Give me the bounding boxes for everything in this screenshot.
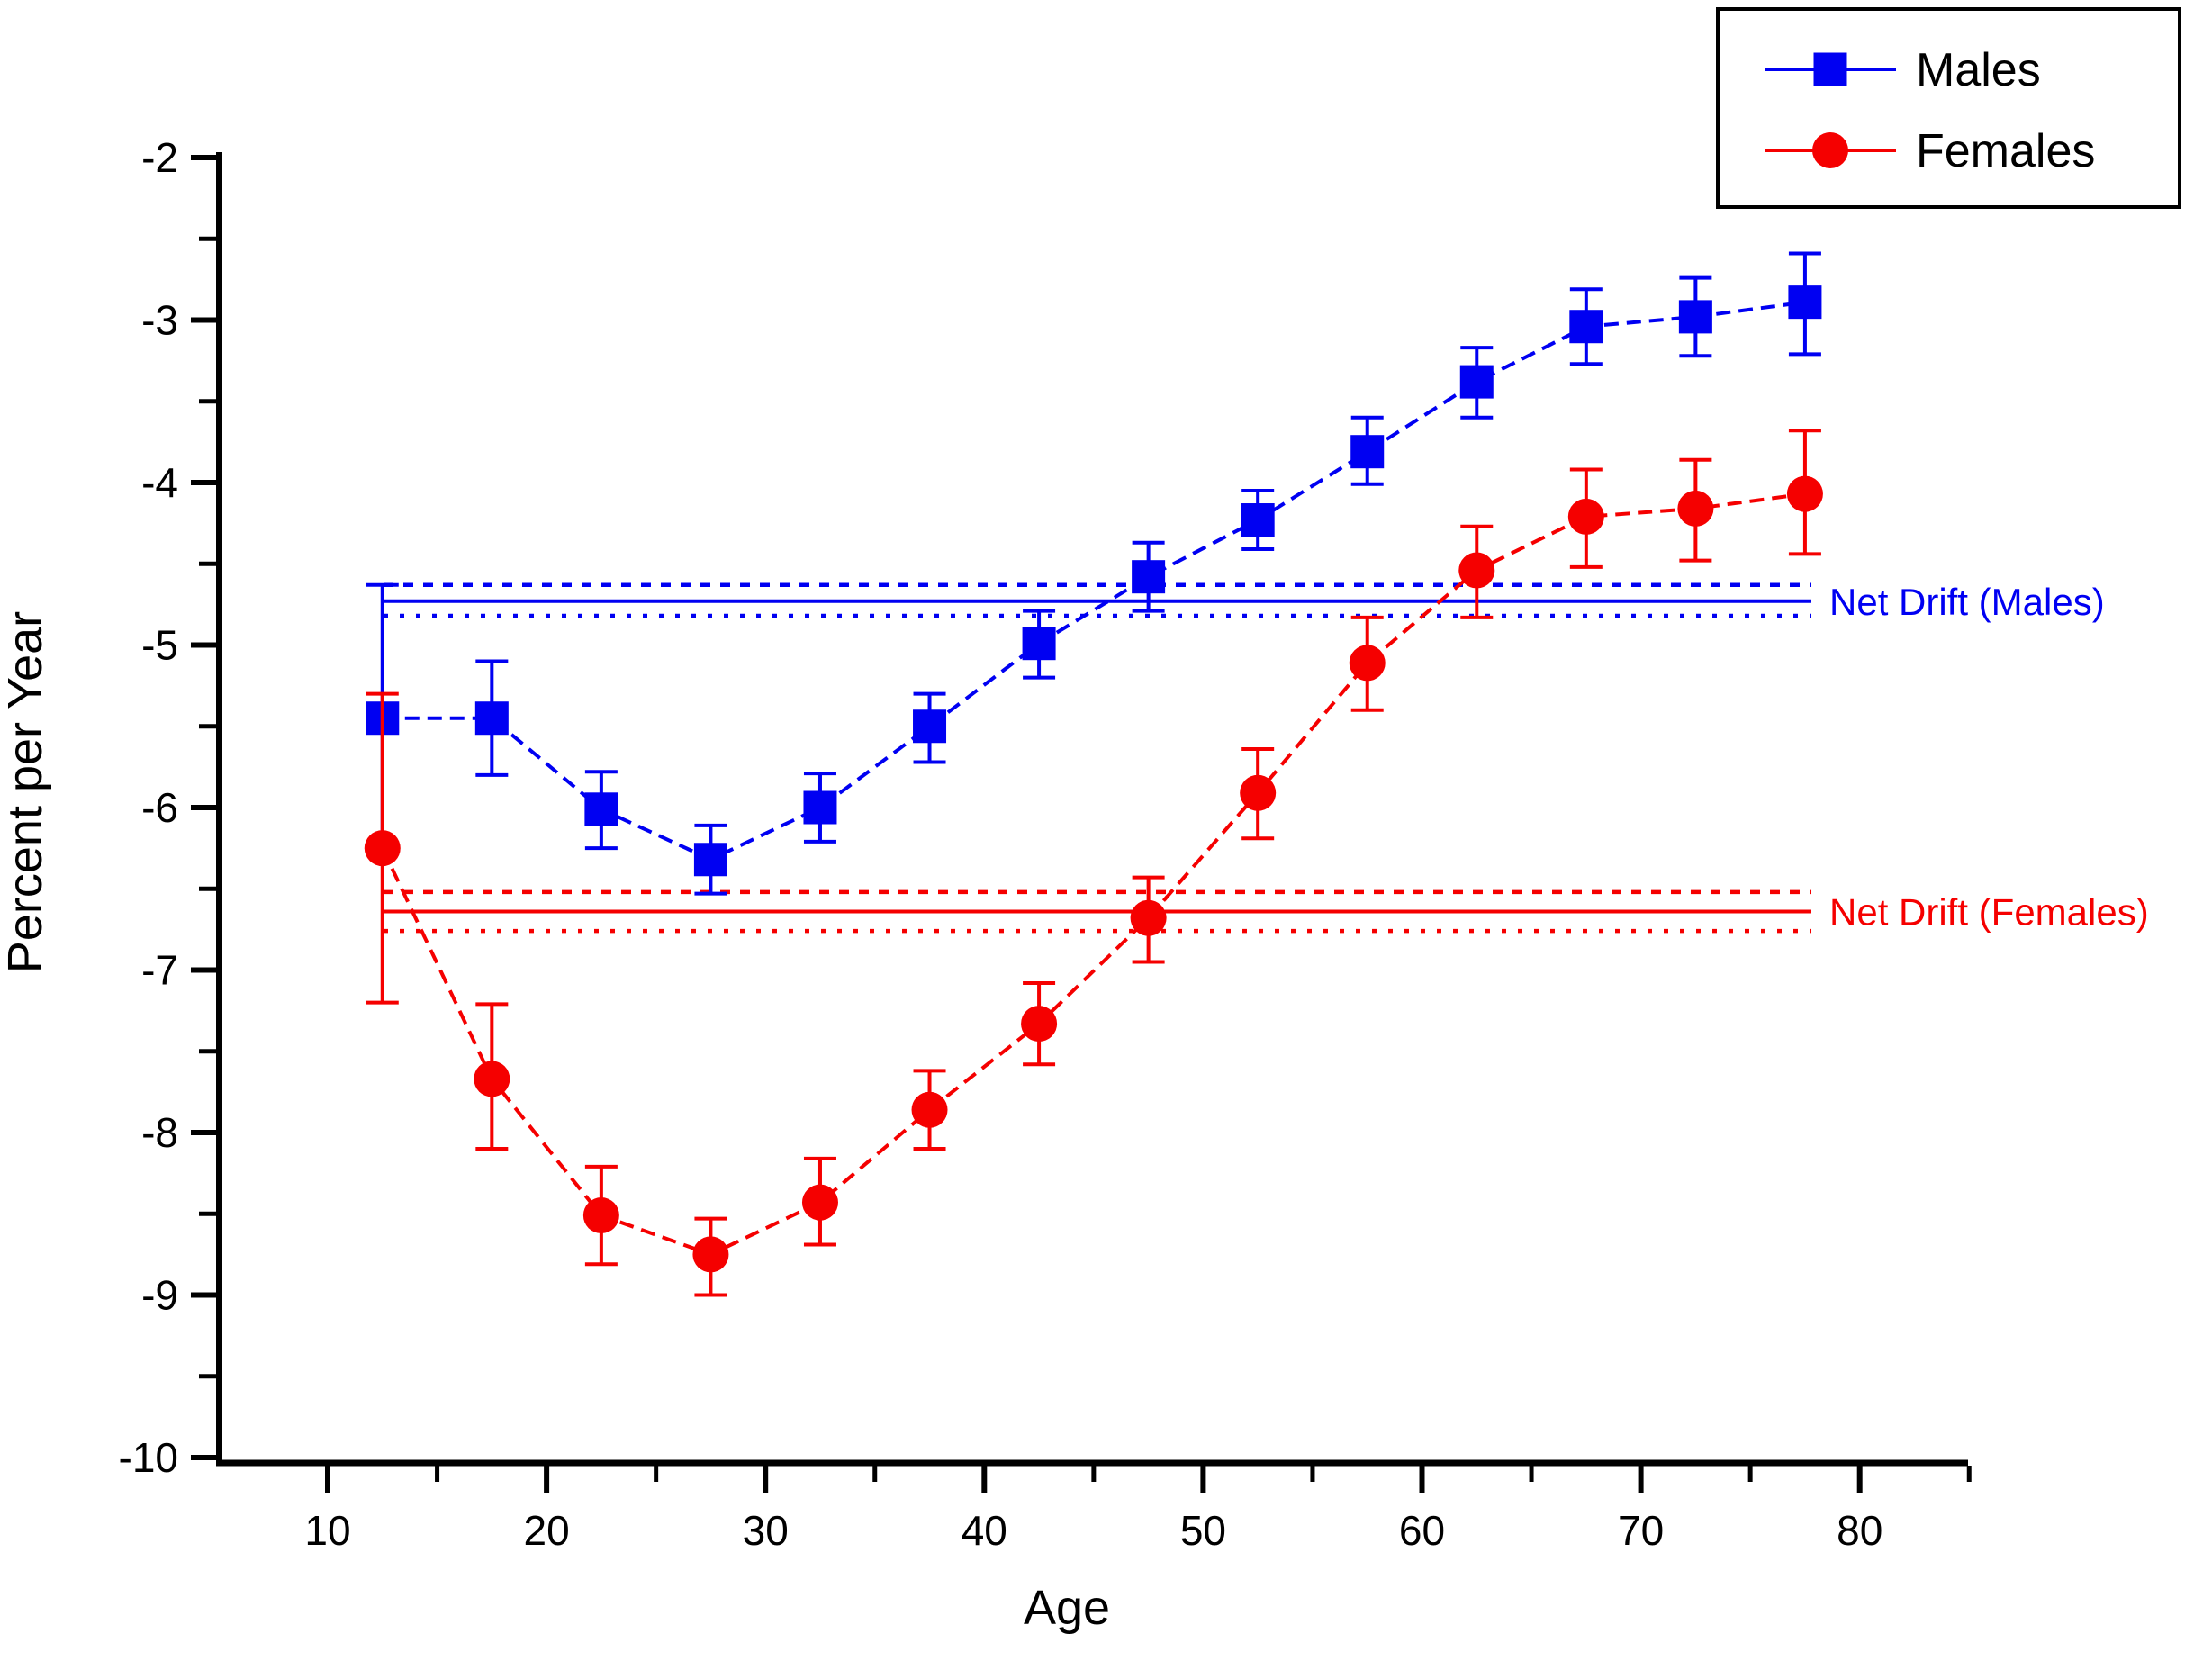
- females-legend-marker-circle: [1812, 132, 1848, 168]
- females-marker-circle: [1021, 1006, 1058, 1043]
- legend-item-males: Males: [1765, 44, 2041, 96]
- females-marker-circle: [364, 830, 401, 867]
- males-marker-square: [1788, 285, 1822, 320]
- x-tick-label: 80: [1837, 1507, 1882, 1554]
- y-tick-label: -6: [141, 784, 178, 831]
- females-marker-circle: [1786, 475, 1823, 512]
- females-marker-circle: [801, 1184, 838, 1221]
- x-tick-label: 40: [962, 1507, 1007, 1554]
- x-tick-label: 50: [1180, 1507, 1226, 1554]
- females-line: [380, 492, 1806, 1257]
- females-legend-label: Females: [1916, 125, 2095, 177]
- legend: Males Females: [1716, 7, 2181, 209]
- legend-box: [1716, 7, 2181, 209]
- females-marker-circle: [1458, 552, 1495, 589]
- females-marker-circle: [1567, 498, 1604, 535]
- axis-ticks: [191, 155, 1972, 1493]
- legend-item-females: Females: [1765, 125, 2095, 177]
- axes: [216, 152, 1968, 1467]
- x-tick-label: 30: [743, 1507, 789, 1554]
- males-legend-label: Males: [1916, 44, 2041, 96]
- y-axis-title: Percent per Year: [0, 611, 52, 973]
- y-tick-label: -3: [141, 297, 178, 344]
- males-marker-square: [913, 709, 947, 744]
- y-tick-label: -4: [141, 459, 178, 506]
- y-tick-label: -10: [119, 1434, 178, 1481]
- males-marker-square: [803, 790, 837, 825]
- males-legend-marker-square: [1813, 52, 1847, 86]
- females-marker-circle: [692, 1236, 729, 1273]
- males-marker-square: [1022, 627, 1056, 661]
- males-marker-square: [474, 701, 509, 736]
- series-males: [366, 251, 1822, 896]
- y-tick-label: -7: [141, 947, 178, 994]
- netdrift-females: Net Drift (Females): [384, 889, 2149, 934]
- y-tick-label: -2: [141, 134, 178, 181]
- x-tick-label: 10: [304, 1507, 350, 1554]
- males-marker-square: [1132, 560, 1166, 594]
- axis-tick-labels: -2 -3 -4 -5 -6 -7 -8 -9 -10 10 20 30 40 50 60 70 80: [119, 134, 1883, 1554]
- males-marker-square: [1678, 300, 1712, 334]
- x-tick-label: 20: [524, 1507, 570, 1554]
- females-marker-circle: [582, 1197, 619, 1234]
- females-marker-circle: [474, 1061, 510, 1097]
- y-tick-label: -5: [141, 622, 178, 669]
- females-marker-circle: [911, 1091, 948, 1128]
- males-marker-square: [693, 843, 727, 877]
- y-tick-label: -9: [141, 1272, 178, 1319]
- x-axis-title: Age: [1024, 1581, 1110, 1635]
- y-tick-label: -8: [141, 1109, 178, 1156]
- males-marker-square: [1350, 435, 1385, 469]
- males-marker-square: [1459, 365, 1494, 399]
- x-tick-label: 70: [1618, 1507, 1664, 1554]
- females-marker-circle: [1349, 645, 1386, 682]
- males-line: [382, 300, 1806, 862]
- netdrift-males: Net Drift (Males): [384, 581, 2105, 623]
- males-marker-square: [1241, 503, 1275, 537]
- females-marker-circle: [1240, 774, 1277, 811]
- netdrift-label: Net Drift (Males): [1829, 581, 2105, 623]
- males-marker-square: [584, 792, 618, 826]
- x-tick-label: 60: [1399, 1507, 1445, 1554]
- females-marker-circle: [1130, 899, 1167, 936]
- females-marker-circle: [1677, 490, 1714, 527]
- males-marker-square: [1569, 310, 1603, 344]
- netdrift-label: Net Drift (Females): [1829, 891, 2149, 934]
- series-females: [364, 429, 1823, 1297]
